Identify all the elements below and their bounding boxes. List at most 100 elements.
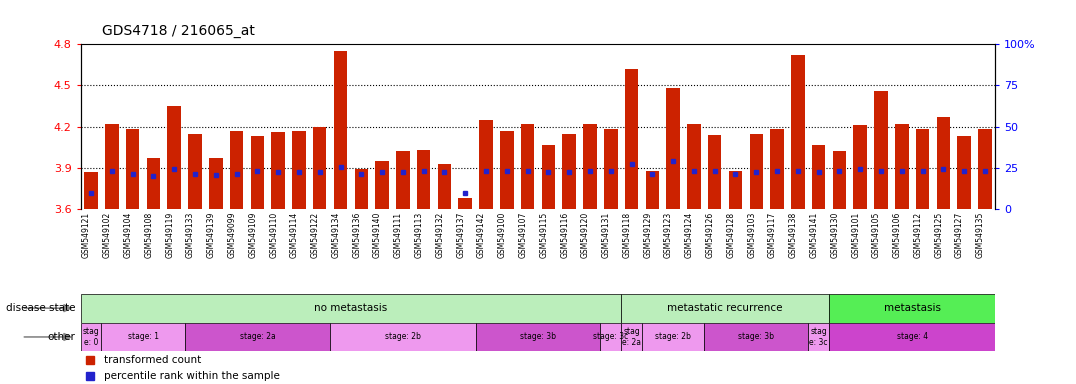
Text: GSM549119: GSM549119 — [166, 212, 174, 258]
Bar — [251, 136, 264, 209]
Text: no metastasis: no metastasis — [314, 303, 387, 313]
Text: metastasis: metastasis — [883, 303, 940, 313]
Bar — [313, 127, 326, 209]
Bar — [84, 172, 98, 209]
Text: GSM549103: GSM549103 — [747, 212, 756, 258]
Bar — [833, 152, 846, 209]
Text: GDS4718 / 216065_at: GDS4718 / 216065_at — [102, 25, 255, 38]
Text: GSM549129: GSM549129 — [643, 212, 652, 258]
Text: GSM549131: GSM549131 — [601, 212, 611, 258]
Text: GSM549124: GSM549124 — [685, 212, 694, 258]
Bar — [293, 131, 306, 209]
Bar — [101, 323, 185, 351]
Text: stage: 3b: stage: 3b — [520, 333, 556, 341]
Bar — [916, 129, 930, 209]
Text: GSM549112: GSM549112 — [914, 212, 922, 258]
Text: GSM549132: GSM549132 — [436, 212, 444, 258]
Bar — [521, 124, 535, 209]
Text: GSM549116: GSM549116 — [561, 212, 569, 258]
Text: GSM549118: GSM549118 — [623, 212, 632, 258]
Text: GSM549106: GSM549106 — [893, 212, 902, 258]
Text: other: other — [47, 332, 75, 342]
Bar — [563, 134, 576, 209]
Bar — [600, 323, 621, 351]
Bar — [958, 136, 971, 209]
Text: GSM549113: GSM549113 — [414, 212, 424, 258]
Text: metastatic recurrence: metastatic recurrence — [667, 303, 783, 313]
Bar — [81, 323, 101, 351]
Bar — [476, 323, 600, 351]
Bar — [168, 106, 181, 209]
Text: GSM549141: GSM549141 — [809, 212, 819, 258]
Bar — [126, 129, 140, 209]
Bar — [230, 131, 243, 209]
Bar — [376, 161, 388, 209]
Text: stage: 3b: stage: 3b — [738, 333, 775, 341]
Bar — [458, 198, 472, 209]
Bar — [808, 323, 829, 351]
Bar — [479, 120, 493, 209]
Bar — [209, 158, 223, 209]
Text: GSM549111: GSM549111 — [394, 212, 402, 258]
Bar — [416, 150, 430, 209]
Bar — [604, 129, 618, 209]
Text: stag
e: 2a: stag e: 2a — [622, 327, 641, 347]
Bar — [271, 132, 285, 209]
Text: GSM549100: GSM549100 — [498, 212, 507, 258]
Bar — [541, 145, 555, 209]
Text: GSM549115: GSM549115 — [539, 212, 549, 258]
Text: GSM549104: GSM549104 — [124, 212, 132, 258]
Text: stage: 2a: stage: 2a — [240, 333, 275, 341]
Text: GSM549125: GSM549125 — [934, 212, 944, 258]
Text: GSM549127: GSM549127 — [955, 212, 964, 258]
Text: GSM549099: GSM549099 — [228, 212, 237, 258]
Text: GSM549121: GSM549121 — [82, 212, 91, 258]
Text: stage: 3c: stage: 3c — [593, 333, 628, 341]
Text: transformed count: transformed count — [103, 356, 201, 366]
Bar — [500, 131, 513, 209]
Text: GSM549101: GSM549101 — [851, 212, 860, 258]
Text: GSM549140: GSM549140 — [373, 212, 382, 258]
Bar — [188, 134, 202, 209]
Bar — [688, 124, 700, 209]
Bar — [812, 145, 825, 209]
Text: stage: 4: stage: 4 — [896, 333, 928, 341]
Bar — [829, 294, 995, 323]
Bar — [750, 134, 763, 209]
Text: GSM549117: GSM549117 — [768, 212, 777, 258]
Bar — [770, 129, 783, 209]
Text: disease state: disease state — [5, 303, 75, 313]
Bar — [621, 294, 829, 323]
Text: GSM549138: GSM549138 — [789, 212, 797, 258]
Bar — [396, 152, 410, 209]
Text: GSM549142: GSM549142 — [477, 212, 486, 258]
Text: GSM549128: GSM549128 — [726, 212, 736, 258]
Bar — [355, 169, 368, 209]
Bar — [642, 323, 705, 351]
Bar — [829, 323, 995, 351]
Bar — [625, 69, 638, 209]
Text: GSM549136: GSM549136 — [352, 212, 362, 258]
Bar — [583, 124, 597, 209]
Bar — [81, 294, 621, 323]
Bar — [936, 117, 950, 209]
Text: GSM549130: GSM549130 — [831, 212, 839, 258]
Bar — [728, 171, 742, 209]
Bar — [874, 91, 888, 209]
Text: GSM549108: GSM549108 — [144, 212, 154, 258]
Text: GSM549114: GSM549114 — [289, 212, 299, 258]
Bar — [146, 158, 160, 209]
Text: percentile rank within the sample: percentile rank within the sample — [103, 371, 280, 381]
Bar — [185, 323, 330, 351]
Text: stag
e: 0: stag e: 0 — [83, 327, 99, 347]
Bar — [705, 323, 808, 351]
Text: GSM549109: GSM549109 — [249, 212, 257, 258]
Bar — [438, 164, 451, 209]
Bar — [978, 129, 992, 209]
Text: GSM549126: GSM549126 — [706, 212, 714, 258]
Text: stage: 1: stage: 1 — [128, 333, 158, 341]
Text: GSM549123: GSM549123 — [664, 212, 674, 258]
Bar — [334, 51, 348, 209]
Bar — [666, 88, 680, 209]
Text: GSM549102: GSM549102 — [103, 212, 112, 258]
